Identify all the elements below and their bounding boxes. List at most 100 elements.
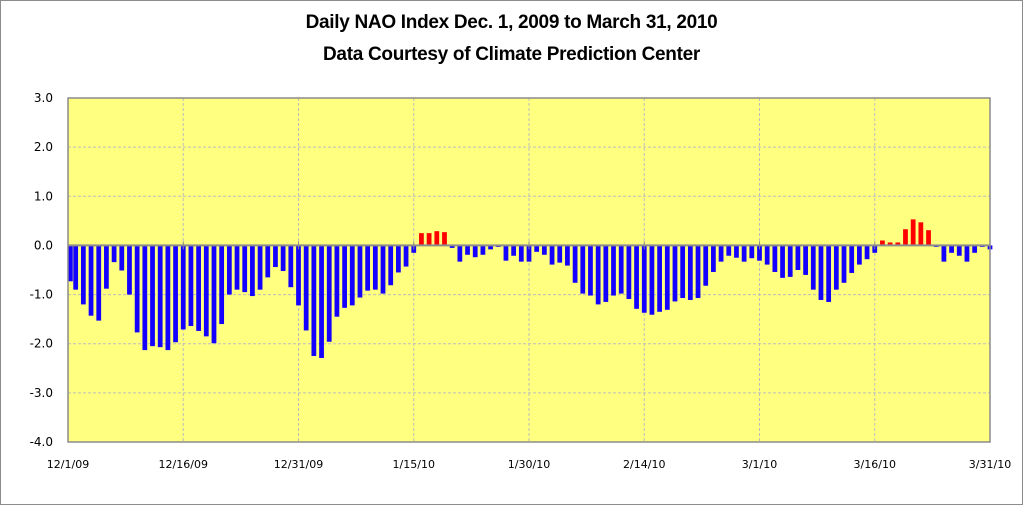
bar-day-60 <box>518 245 524 262</box>
y-tick-label: 1.0 <box>34 189 53 203</box>
bar-day-76 <box>641 245 647 313</box>
bar-day-13 <box>157 245 163 348</box>
bar-day-71 <box>603 245 609 302</box>
bar-day-69 <box>588 245 593 296</box>
bar-day-35 <box>326 245 332 342</box>
bar-day-89 <box>741 245 747 262</box>
bar-day-23 <box>234 245 240 290</box>
bar-day-17 <box>188 245 194 327</box>
bar-day-41 <box>372 245 378 290</box>
bar-day-115 <box>941 245 947 262</box>
bar-day-3 <box>80 245 86 305</box>
bar-day-77 <box>649 245 655 315</box>
bar-day-107 <box>880 240 885 246</box>
bar-day-28 <box>273 245 278 268</box>
y-tick-label: -2.0 <box>30 337 53 351</box>
bar-day-1 <box>68 245 73 282</box>
bar-day-75 <box>634 245 639 309</box>
bar-day-100 <box>826 245 832 302</box>
bar-day-111 <box>910 219 916 246</box>
bar-day-10 <box>134 245 140 333</box>
bar-day-88 <box>734 245 739 258</box>
bar-day-33 <box>311 245 317 356</box>
x-tick-label: 3/16/10 <box>854 458 896 471</box>
bar-day-65 <box>557 245 563 263</box>
bar-day-99 <box>818 245 824 300</box>
bar-day-43 <box>388 245 394 286</box>
bar-day-102 <box>841 245 847 283</box>
x-axis-ticks: 12/1/09 12/16/09 12/31/09 1/15/10 1/30/10 2/1… <box>47 241 1011 471</box>
bar-day-101 <box>833 245 839 290</box>
bar-day-32 <box>303 245 309 331</box>
x-tick-label: 12/1/09 <box>47 458 89 471</box>
bar-day-97 <box>803 245 808 275</box>
bar-day-2 <box>73 245 79 290</box>
y-tick-label: 2.0 <box>34 140 53 154</box>
plot-border <box>67 97 991 443</box>
y-tick-label: -1.0 <box>30 288 53 302</box>
x-tick-label: 2/14/10 <box>623 458 665 471</box>
bar-day-83 <box>695 245 701 299</box>
bar-day-34 <box>319 245 324 358</box>
bar-day-30 <box>288 245 294 288</box>
bar-day-18 <box>196 245 201 331</box>
bar-day-85 <box>711 245 716 272</box>
bar-day-116 <box>949 245 954 253</box>
bar-day-109 <box>895 242 901 246</box>
bars <box>68 219 993 358</box>
bar-day-49 <box>434 231 440 246</box>
bar-day-104 <box>857 245 862 265</box>
bar-day-108 <box>887 242 893 246</box>
bar-day-44 <box>396 245 401 273</box>
bar-day-52 <box>457 245 463 262</box>
bar-day-54 <box>472 245 478 258</box>
bar-day-82 <box>687 245 693 300</box>
bar-day-24 <box>242 245 248 293</box>
bar-day-94 <box>780 245 785 278</box>
bar-day-117 <box>956 245 962 256</box>
bar-day-40 <box>365 245 371 291</box>
bar-day-87 <box>726 245 732 256</box>
bar-day-96 <box>795 245 801 270</box>
bar-day-78 <box>657 245 662 312</box>
x-tick-label: 3/1/10 <box>742 458 777 471</box>
bar-day-86 <box>718 245 724 262</box>
y-tick-label: -3.0 <box>30 386 53 400</box>
bar-day-90 <box>749 245 755 259</box>
bar-day-12 <box>150 245 155 347</box>
bar-day-50 <box>442 232 447 246</box>
bar-day-67 <box>572 245 578 283</box>
bar-day-112 <box>918 222 924 246</box>
bar-day-42 <box>380 245 386 294</box>
bar-day-16 <box>180 245 186 330</box>
x-tick-label: 12/16/09 <box>159 458 208 471</box>
bar-day-118 <box>964 245 970 262</box>
bar-day-113 <box>926 230 931 246</box>
bar-day-59 <box>511 245 517 256</box>
bar-day-72 <box>611 245 616 296</box>
chart-title: Daily NAO Index Dec. 1, 2009 to March 31… <box>305 12 718 33</box>
bar-day-51 <box>449 245 455 248</box>
x-tick-label: 1/30/10 <box>508 458 550 471</box>
bar-day-20 <box>211 245 217 344</box>
bar-day-29 <box>280 245 286 271</box>
bar-day-79 <box>664 245 670 310</box>
bar-day-7 <box>111 245 117 263</box>
bar-day-21 <box>219 245 225 325</box>
bar-day-91 <box>757 245 762 261</box>
bar-day-38 <box>349 245 355 306</box>
chart-subtitle: Data Courtesy of Climate Prediction Cent… <box>323 44 700 65</box>
y-tick-label: 3.0 <box>34 91 53 105</box>
bar-day-37 <box>342 245 347 308</box>
bar-day-64 <box>549 245 555 265</box>
bar-day-47 <box>419 233 424 246</box>
bar-day-36 <box>334 245 340 317</box>
bar-day-62 <box>534 245 540 252</box>
bar-day-5 <box>96 245 102 321</box>
x-tick-label: 1/15/10 <box>393 458 435 471</box>
bar-day-80 <box>672 245 678 302</box>
bar-day-81 <box>680 245 686 299</box>
bar-day-63 <box>541 245 547 255</box>
bar-day-4 <box>88 245 94 316</box>
bar-day-56 <box>488 245 493 250</box>
